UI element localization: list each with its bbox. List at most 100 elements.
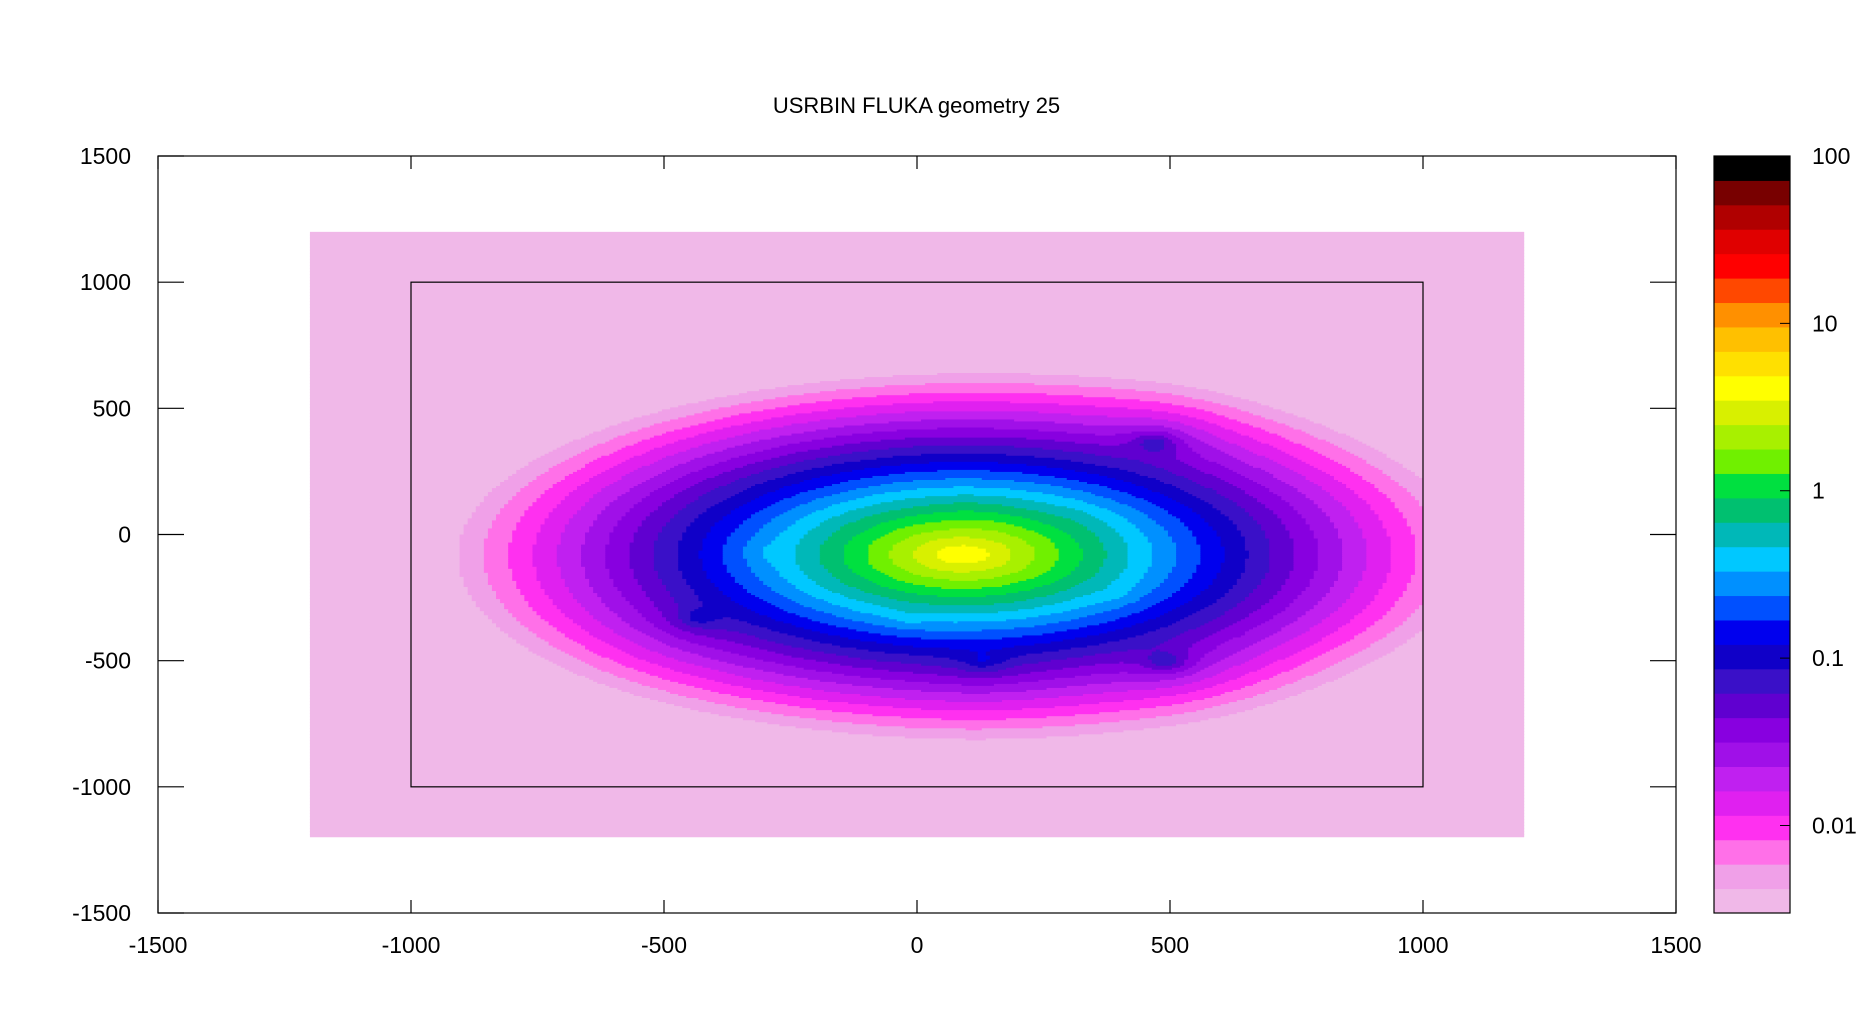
heatmap-cell-run [1333,477,1363,481]
heatmap-cell-run [836,576,865,580]
heatmap-cell-run [718,439,760,443]
heatmap-cell-run [475,506,505,509]
heatmap-cell-run [1325,425,1423,429]
heatmap-cell-run [844,552,870,556]
heatmap-cell-run [1111,488,1149,491]
heatmap-cell-run [682,475,716,479]
heatmap-cell-run [1358,473,1388,477]
heatmap-cell-run [714,488,748,491]
heatmap-cell-run [1167,437,1181,441]
heatmap-cell-run [411,534,461,538]
heatmap-cell-run [309,555,505,560]
heatmap-cell-run [661,526,687,530]
heatmap-cell-run [1252,437,1286,441]
heatmap-cell-run [560,542,586,546]
heatmap-cell-run [536,538,562,542]
heatmap-cell-run [1390,492,1525,496]
heatmap-cell-run [1184,385,1423,388]
heatmap-cell-run [1335,652,1525,657]
heatmap-cell-run [819,419,922,423]
heatmap-cell-run [722,552,744,556]
heatmap-cell-run [1103,560,1129,564]
heatmap-cell-run [904,498,1023,501]
heatmap-cell-run [799,403,894,406]
heatmap-cell-run [819,556,845,560]
heatmap-cell-run [1216,461,1246,465]
heatmap-cell-run [1293,427,1331,431]
heatmap-cell-run [678,512,704,515]
heatmap-cell-run [1269,457,1299,461]
heatmap-cell-run [1325,439,1359,443]
heatmap-cell-run [1366,562,1392,566]
heatmap-cell-run [1228,417,1266,421]
heatmap-cell-run [884,492,1044,495]
heatmap-cell-run [1155,504,1185,507]
heatmap-cell-run [844,550,870,554]
heatmap-cell-run [751,441,801,445]
heatmap-cell-run [411,447,558,451]
heatmap-cell-run [536,500,562,503]
heatmap-cell-run [1410,574,1423,578]
heatmap-cell-run [411,332,1423,336]
heatmap-cell-run [1176,552,1201,556]
heatmap-cell-run [1350,512,1376,515]
heatmap-cell-run [309,246,1525,251]
heatmap-cell-run [799,518,829,521]
heatmap-cell-run [1111,387,1197,390]
heatmap-cell-run [520,518,546,521]
heatmap-cell-run [1167,469,1201,473]
heatmap-cell-run [917,488,1011,491]
heatmap-cell-run [702,455,740,459]
heatmap-cell-run [763,508,793,511]
heatmap-cell-run [641,453,675,457]
heatmap-cell-run [1135,524,1161,528]
heatmap-cell-run [609,540,635,544]
heatmap-cell-run [536,574,562,578]
heatmap-cell-run [1151,417,1197,421]
heatmap-cell-run [1269,562,1295,566]
heatmap-cell-run [1414,544,1423,548]
heatmap-cell-run [929,540,995,544]
heatmap-cell-run [702,480,736,483]
heatmap-cell-run [900,490,1027,493]
heatmap-cell-run [872,475,1056,479]
heatmap-cell-run [617,498,643,501]
heatmap-cell-run [581,550,606,554]
heatmap-cell-run [411,381,821,384]
heatmap-cell-run [698,433,744,437]
heatmap-cell-run [989,469,1076,473]
heatmap-cell-run [1333,475,1363,479]
heatmap-cell-run [803,393,910,396]
heatmap-cell-run [411,354,1423,358]
heatmap-cell-run [309,522,511,527]
heatmap-cell-run [1420,558,1525,563]
heatmap-cell-run [483,570,513,574]
heatmap-cell-run [1293,455,1327,459]
heatmap-cell-run [653,552,679,556]
heatmap-cell-run [1014,506,1068,509]
heatmap-cell-run [1354,640,1525,645]
heatmap-cell-run [581,564,606,568]
heatmap-cell-run [572,471,602,475]
heatmap-cell-run [937,469,991,473]
heatmap-cell-run [896,528,950,532]
heatmap-cell-run [552,449,586,453]
heatmap-cell-run [1099,540,1125,544]
heatmap-cell-run [657,411,704,414]
heatmap-cell-run [1261,526,1286,530]
heatmap-cell-run [411,373,938,376]
heatmap-cell-run [1248,550,1270,554]
heatmap-cell-run [803,572,833,576]
heatmap-cell-run [1095,572,1120,576]
heatmap-cell-run [1131,431,1169,435]
heatmap-cell-run [722,546,744,550]
heatmap-cell-run [831,473,890,477]
heatmap-cell-run [686,528,712,532]
heatmap-cell-run [1172,514,1201,517]
heatmap-cell-run [985,568,1023,572]
heatmap-cell-run [763,482,801,485]
heatmap-cell-run [1159,480,1193,483]
heatmap-cell-run [819,524,845,528]
heatmap-cell-run [734,480,768,483]
heatmap-cell-run [722,427,772,431]
